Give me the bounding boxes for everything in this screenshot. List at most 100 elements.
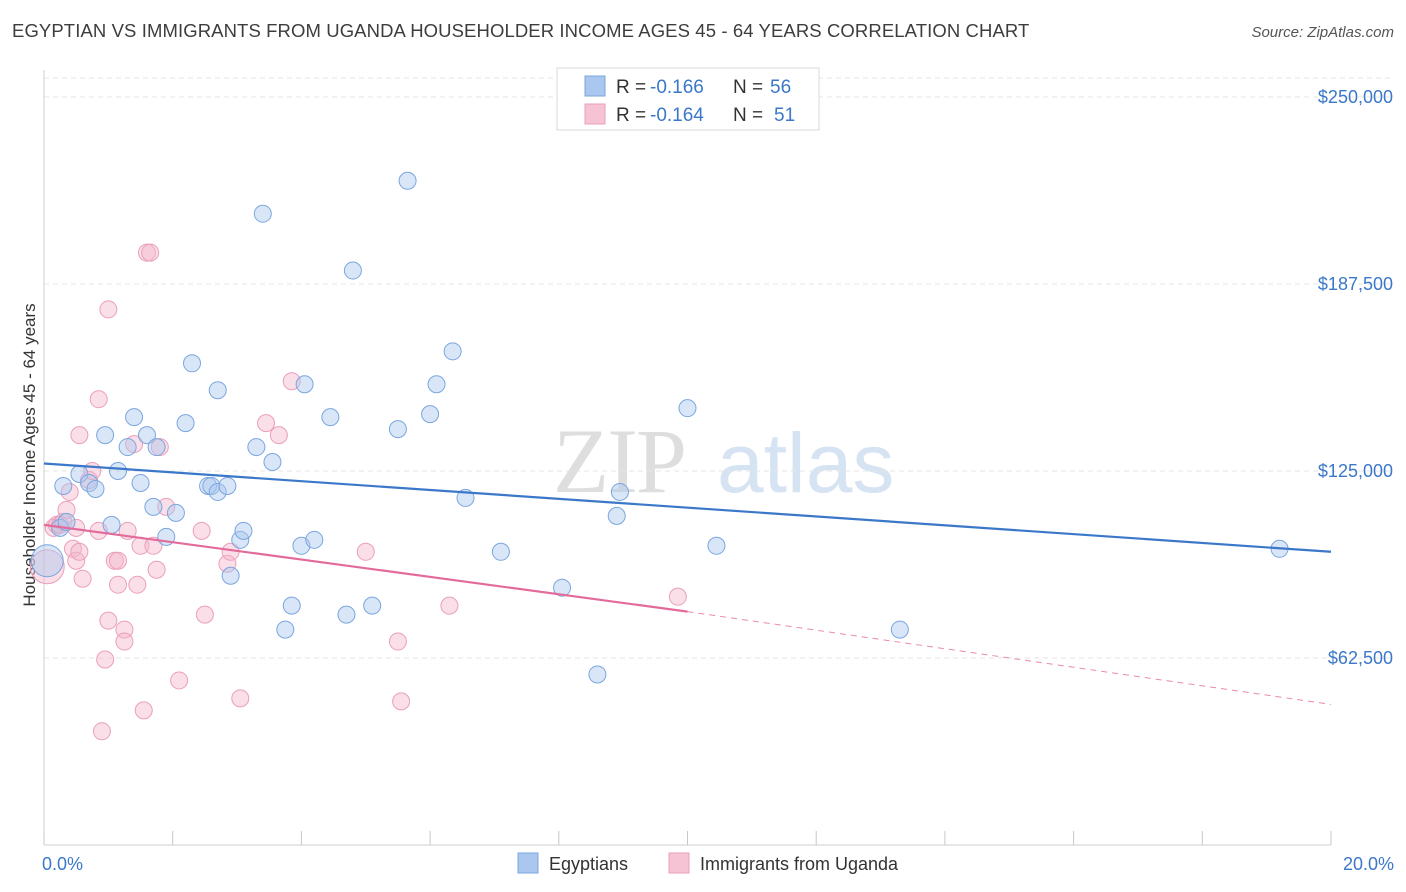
egyptians-point (221, 566, 240, 585)
egyptians-point (610, 482, 629, 501)
egyptians-point (218, 476, 237, 495)
uganda-point (170, 671, 189, 690)
bottom-legend-swatch-egyptians (517, 852, 539, 874)
legend-r-label-1: R = (616, 77, 646, 98)
uganda-trend-extension (687, 611, 1332, 705)
series-uganda-points (29, 243, 687, 741)
legend: R = -0.166 N = 56 R = -0.164 N = 51 (556, 67, 820, 131)
egyptians-point (176, 414, 195, 433)
egyptians-point (147, 438, 166, 457)
uganda-point (157, 497, 176, 516)
egyptians-point (305, 530, 324, 549)
axes (43, 70, 1331, 846)
egyptians-point (678, 399, 697, 418)
egyptians-point (276, 620, 295, 639)
legend-swatch-uganda (584, 103, 606, 125)
egyptians-point (109, 462, 128, 480)
x-tick-label-min: 0.0% (42, 854, 83, 874)
bottom-legend-swatch-uganda (668, 852, 690, 874)
uganda-point (440, 596, 459, 615)
legend-swatch-egyptians (584, 75, 606, 97)
egyptians-point (363, 596, 382, 615)
egyptians-point (102, 515, 121, 534)
egyptians-point (443, 342, 462, 361)
uganda-point (92, 722, 111, 741)
uganda-point (109, 575, 128, 594)
egyptians-point (247, 438, 266, 457)
egyptians-point (427, 375, 446, 394)
egyptians-point (588, 665, 607, 684)
chart-source: Source: ZipAtlas.com (1251, 24, 1394, 41)
egyptians-point (388, 420, 407, 439)
egyptians-point (553, 578, 572, 597)
egyptians-point (54, 476, 73, 495)
egyptians-point (491, 542, 510, 561)
egyptians-point (343, 261, 362, 280)
trend-lines (43, 462, 1332, 705)
egyptians-point (234, 521, 253, 540)
egyptians-point (263, 453, 282, 472)
watermark-zip: ZIP (553, 410, 685, 512)
egyptians-point (208, 482, 227, 501)
egyptians-point (295, 375, 314, 394)
egyptians-point (57, 512, 76, 531)
uganda-point (115, 632, 134, 651)
egyptians-point (118, 438, 137, 457)
egyptians-point (183, 354, 202, 373)
y-tick-label: $62,500 (1328, 648, 1393, 668)
bottom-legend: Egyptians Immigrants from Uganda (517, 852, 899, 874)
egyptians-point (398, 171, 417, 190)
uganda-point (257, 414, 276, 433)
y-axis-label: Householder Income Ages 45 - 64 years (20, 303, 39, 606)
uganda-point (128, 575, 147, 594)
egyptians-point (707, 536, 726, 555)
uganda-point (195, 605, 214, 624)
uganda-point (134, 701, 153, 720)
egyptians-point (131, 473, 150, 492)
uganda-point (356, 542, 375, 561)
uganda-point (29, 549, 65, 585)
uganda-point (70, 426, 89, 445)
watermark: ZIP atlas (553, 410, 894, 512)
chart-title: EGYPTIAN VS IMMIGRANTS FROM UGANDA HOUSE… (12, 20, 1030, 41)
uganda-point (99, 300, 118, 319)
egyptians-point (144, 497, 163, 516)
uganda-point (109, 551, 128, 570)
x-tick-label-max: 20.0% (1343, 854, 1394, 874)
uganda-point (73, 569, 92, 588)
watermark-atlas: atlas (717, 416, 894, 510)
uganda-point (392, 692, 411, 711)
uganda-point (231, 689, 250, 708)
legend-r-value-2: -0.164 (650, 105, 704, 126)
y-tick-label: $125,000 (1318, 461, 1393, 481)
uganda-point (668, 587, 687, 606)
legend-r-label-2: R = (616, 105, 646, 126)
egyptians-point (890, 620, 909, 639)
gridlines (44, 77, 1394, 659)
egyptians-point (137, 426, 156, 445)
uganda-point (141, 243, 160, 262)
legend-n-value-2: 51 (774, 105, 795, 126)
egyptians-point (96, 426, 115, 445)
egyptians-point (253, 204, 272, 223)
uganda-point (144, 536, 163, 555)
bottom-legend-uganda: Immigrants from Uganda (700, 854, 899, 874)
x-ticks (43, 831, 1332, 845)
legend-n-label-1: N = (733, 77, 763, 98)
y-tick-labels: $62,500 $125,000 $187,500 $250,000 (1318, 87, 1393, 668)
egyptians-point (166, 503, 185, 522)
legend-n-value-1: 56 (770, 77, 791, 98)
uganda-point (388, 632, 407, 651)
uganda-point (96, 650, 115, 669)
bottom-legend-egyptians: Egyptians (549, 854, 628, 874)
egyptians-trend-line (43, 462, 1332, 553)
egyptians-point (282, 596, 301, 615)
uganda-point (70, 542, 89, 561)
uganda-point (99, 611, 118, 630)
y-tick-label: $187,500 (1318, 274, 1393, 294)
uganda-point (218, 554, 237, 573)
series-egyptians-points (30, 171, 1289, 684)
egyptians-point (607, 506, 626, 525)
egyptians-point (125, 408, 144, 427)
